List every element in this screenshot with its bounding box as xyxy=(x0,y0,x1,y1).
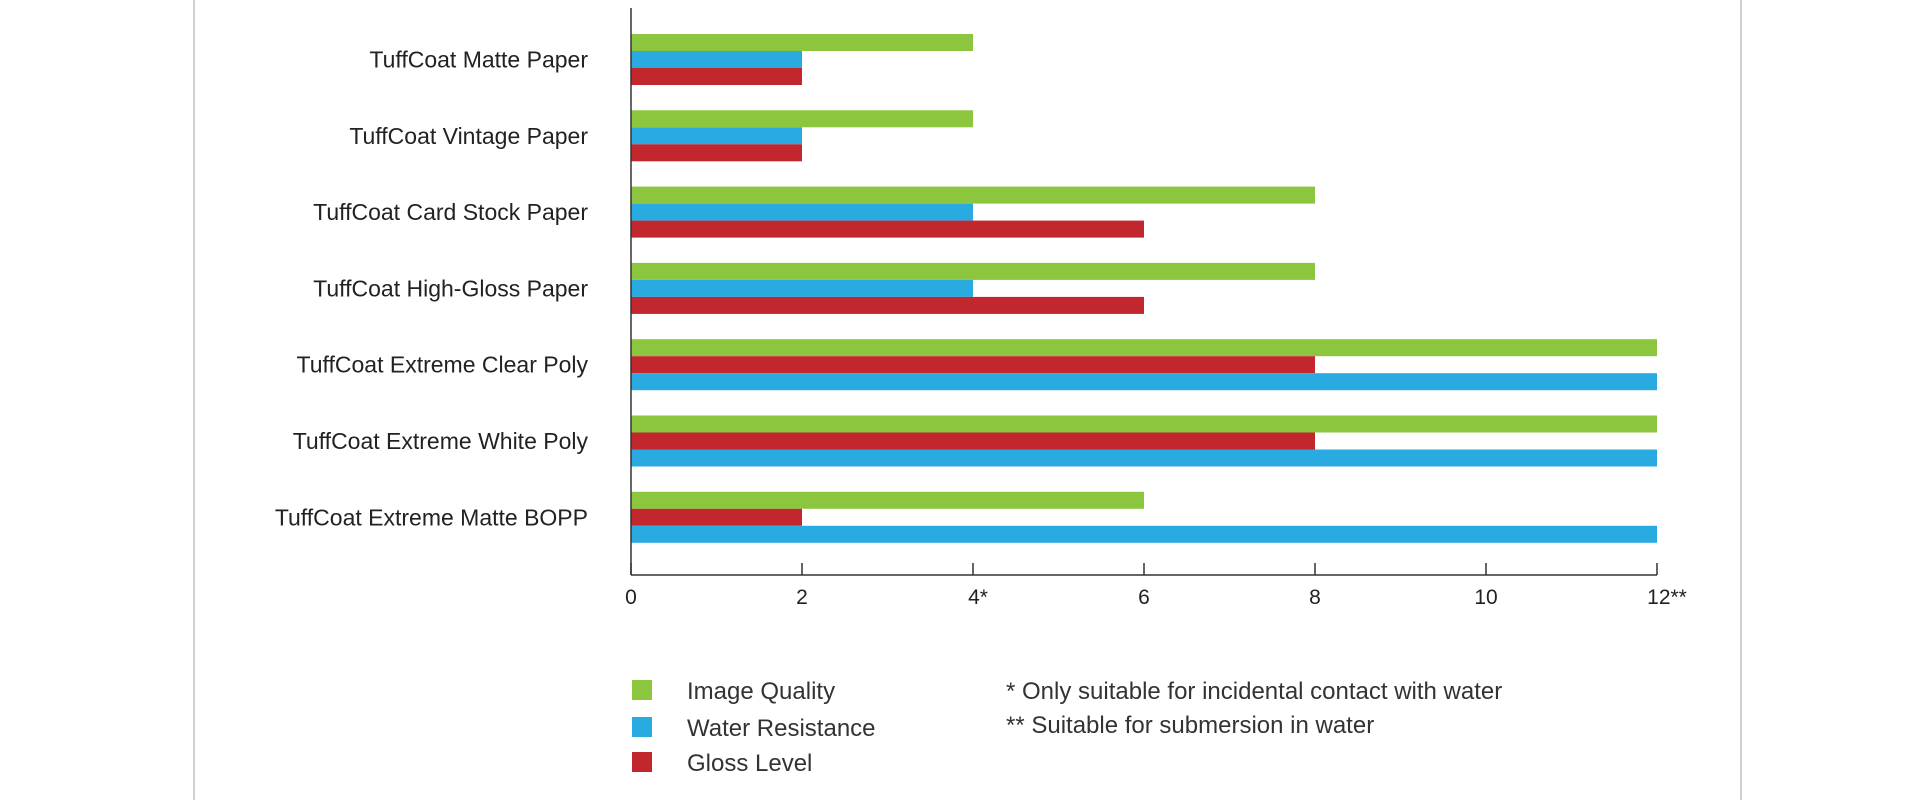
x-tick-label: 0 xyxy=(625,586,637,609)
bar-image-quality-2 xyxy=(631,186,1315,204)
bar-image-quality-1 xyxy=(631,110,973,128)
x-tick-label: 10 xyxy=(1474,586,1497,609)
legend-swatch-gloss-level xyxy=(632,752,652,772)
category-label: TuffCoat High-Gloss Paper xyxy=(313,275,588,301)
bar-gloss-level-6 xyxy=(631,508,802,526)
bar-image-quality-3 xyxy=(631,262,1315,280)
bar-water-resistance-4 xyxy=(631,373,1657,391)
bar-gloss-level-4 xyxy=(631,356,1315,374)
legend-swatch-image-quality xyxy=(632,680,652,700)
x-tick-label: 4* xyxy=(968,586,988,609)
legend-label: Gloss Level xyxy=(687,750,812,777)
bar-image-quality-5 xyxy=(631,415,1657,433)
bar-image-quality-0 xyxy=(631,34,973,51)
category-label: TuffCoat Card Stock Paper xyxy=(313,199,588,225)
category-label: TuffCoat Extreme Matte BOPP xyxy=(275,504,588,530)
bar-gloss-level-1 xyxy=(631,144,802,162)
x-tick-label: 2 xyxy=(796,586,808,609)
x-tick-label: 6 xyxy=(1138,586,1150,609)
bar-water-resistance-5 xyxy=(631,449,1657,467)
bar-water-resistance-6 xyxy=(631,525,1657,543)
category-label: TuffCoat Matte Paper xyxy=(369,47,588,73)
right-border-line xyxy=(1740,0,1742,800)
category-label: TuffCoat Vintage Paper xyxy=(349,123,588,149)
legend-swatch-water-resistance xyxy=(632,717,652,737)
x-tick-label: 8 xyxy=(1309,586,1321,609)
bar-gloss-level-2 xyxy=(631,220,1144,238)
bar-water-resistance-0 xyxy=(631,51,802,68)
category-label: TuffCoat Extreme White Poly xyxy=(293,428,589,454)
bar-water-resistance-3 xyxy=(631,279,973,297)
bar-gloss-level-3 xyxy=(631,296,1144,314)
bar-water-resistance-2 xyxy=(631,203,973,221)
bar-image-quality-6 xyxy=(631,491,1144,509)
footnote-1: * Only suitable for incidental contact w… xyxy=(1006,678,1502,705)
bar-water-resistance-1 xyxy=(631,127,802,145)
x-tick-label: 12** xyxy=(1647,586,1687,609)
bar-image-quality-4 xyxy=(631,339,1657,357)
footnote-2: ** Suitable for submersion in water xyxy=(1006,712,1374,739)
bar-gloss-level-5 xyxy=(631,432,1315,450)
legend-label: Image Quality xyxy=(687,678,835,705)
legend-label: Water Resistance xyxy=(687,715,876,742)
bar-gloss-level-0 xyxy=(631,68,802,85)
left-border-line xyxy=(193,0,195,800)
category-label: TuffCoat Extreme Clear Poly xyxy=(297,352,589,378)
